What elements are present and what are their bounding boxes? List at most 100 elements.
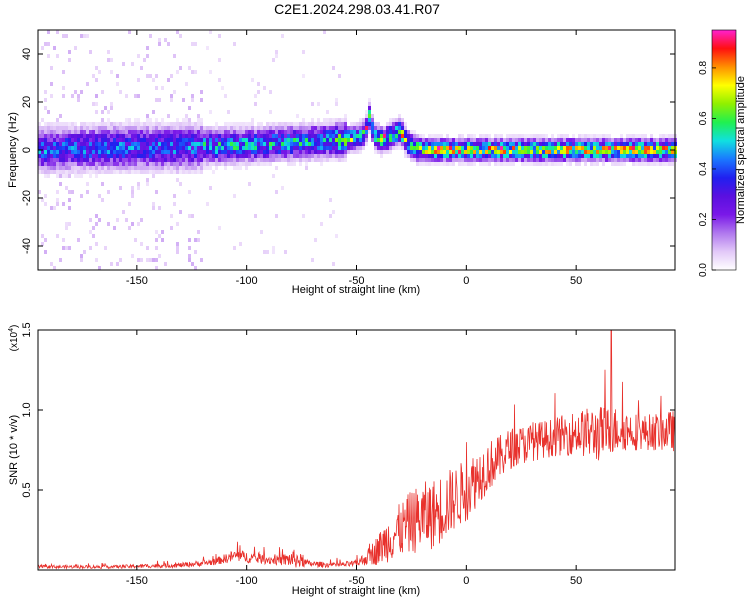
spectrogram-cell <box>80 258 83 262</box>
spectrogram-cell <box>314 154 317 158</box>
spectrogram-cell <box>170 134 173 138</box>
spectrogram-cell <box>524 162 527 166</box>
spectrogram-cell <box>332 262 335 266</box>
spectrogram-cell <box>461 134 464 138</box>
snr-multiplier: (x104) <box>8 325 20 352</box>
spectrogram-cell <box>470 142 473 146</box>
spectrogram-cell <box>365 134 368 138</box>
spectrogram-cell <box>305 142 308 146</box>
spectrogram-cell <box>353 130 356 134</box>
spectrogram-cell <box>71 142 74 146</box>
spectrogram-cell <box>428 150 431 154</box>
spectrogram-cell <box>62 150 65 154</box>
spectrogram-cell <box>494 138 497 142</box>
spectrogram-cell <box>344 158 347 162</box>
spectrogram-cell <box>350 142 353 146</box>
spectrogram-cell <box>272 154 275 158</box>
spectrogram-cell <box>167 130 170 134</box>
spectrogram-cell <box>368 126 371 130</box>
spectrogram-cell <box>128 158 131 162</box>
spectrogram-cell <box>113 130 116 134</box>
spectrogram-cell <box>86 170 89 174</box>
spectrogram-cell <box>653 162 656 166</box>
spectrogram-cell <box>182 138 185 142</box>
spectrogram-cell <box>119 186 122 190</box>
spectrogram-cell <box>92 170 95 174</box>
spectrogram-cell <box>110 122 113 126</box>
spectrogram-cell <box>89 50 92 54</box>
spectrogram-cell <box>278 126 281 130</box>
spectrogram-cell <box>62 162 65 166</box>
spectrogram-cell <box>221 162 224 166</box>
spectrogram-cell <box>239 134 242 138</box>
spectrogram-cell <box>164 38 167 42</box>
spectrogram-cell <box>446 138 449 142</box>
spectrogram-cell <box>44 98 47 102</box>
spectrogram-cell <box>134 94 137 98</box>
spectrogram-cell <box>170 138 173 142</box>
spectrogram-cell <box>224 146 227 150</box>
colorbar-tick-label: 0.4 <box>698 162 709 176</box>
spectrogram-cell <box>449 138 452 142</box>
spectrogram-cell <box>434 158 437 162</box>
spectrogram-cell <box>68 158 71 162</box>
spectrogram-cell <box>554 154 557 158</box>
spectrogram-cell <box>50 122 53 126</box>
spectrogram-cell <box>251 78 254 82</box>
spectrogram-cell <box>467 158 470 162</box>
spectrogram-cell <box>347 126 350 130</box>
spectrogram-cell <box>407 154 410 158</box>
spectrogram-cell <box>95 94 98 98</box>
spectrogram-cell <box>509 142 512 146</box>
spectrogram-cell <box>632 134 635 138</box>
spectrogram-cell <box>416 138 419 142</box>
spectrogram-cell <box>107 50 110 54</box>
spectrogram-cell <box>644 142 647 146</box>
spectrogram-cell <box>185 122 188 126</box>
spectrogram-cell <box>182 170 185 174</box>
spectrogram-cell <box>620 138 623 142</box>
spectrogram-cell <box>530 158 533 162</box>
spectrogram-cell <box>317 126 320 130</box>
spectrogram-cell <box>176 178 179 182</box>
spectrogram-cell <box>650 150 653 154</box>
spectrogram-cell <box>548 158 551 162</box>
spectrogram-cell <box>146 166 149 170</box>
spectrogram-cell <box>599 158 602 162</box>
spectrogram-cell <box>71 146 74 150</box>
spectrogram-cell <box>194 42 197 46</box>
spectrogram-cell <box>77 158 80 162</box>
spectrogram-cell <box>626 154 629 158</box>
spectrogram-cell <box>173 194 176 198</box>
spectrogram-cell <box>335 122 338 126</box>
spectrogram-cell <box>188 254 191 258</box>
spectrogram-cell <box>38 150 41 154</box>
spectrogram-cell <box>419 158 422 162</box>
spectrogram-cell <box>665 146 668 150</box>
spectrogram-cell <box>200 138 203 142</box>
spectrogram-cell <box>506 146 509 150</box>
spectrogram-cell <box>164 142 167 146</box>
spectrogram-cell <box>524 134 527 138</box>
spectrogram-cell <box>65 226 68 230</box>
spectrogram-cell <box>275 190 278 194</box>
spectrogram-cell <box>260 138 263 142</box>
spectrogram-cell <box>119 146 122 150</box>
spectrogram-cell <box>203 150 206 154</box>
spectrogram-cell <box>362 118 365 122</box>
spectrogram-cell <box>383 150 386 154</box>
spectrogram-cell <box>476 146 479 150</box>
spectrogram-cell <box>488 134 491 138</box>
spectrogram-cell <box>383 146 386 150</box>
spectrogram-cell <box>500 134 503 138</box>
spectrogram-cell <box>137 258 140 262</box>
spectrogram-cell <box>356 138 359 142</box>
spectrogram-cell <box>161 154 164 158</box>
spectrogram-cell <box>458 138 461 142</box>
spectrogram-cell <box>107 122 110 126</box>
spectrogram-cell <box>164 130 167 134</box>
spectrogram-cell <box>38 138 41 142</box>
spectrogram-cell <box>596 162 599 166</box>
spectrogram-cell <box>215 150 218 154</box>
spectrogram-cell <box>107 118 110 122</box>
